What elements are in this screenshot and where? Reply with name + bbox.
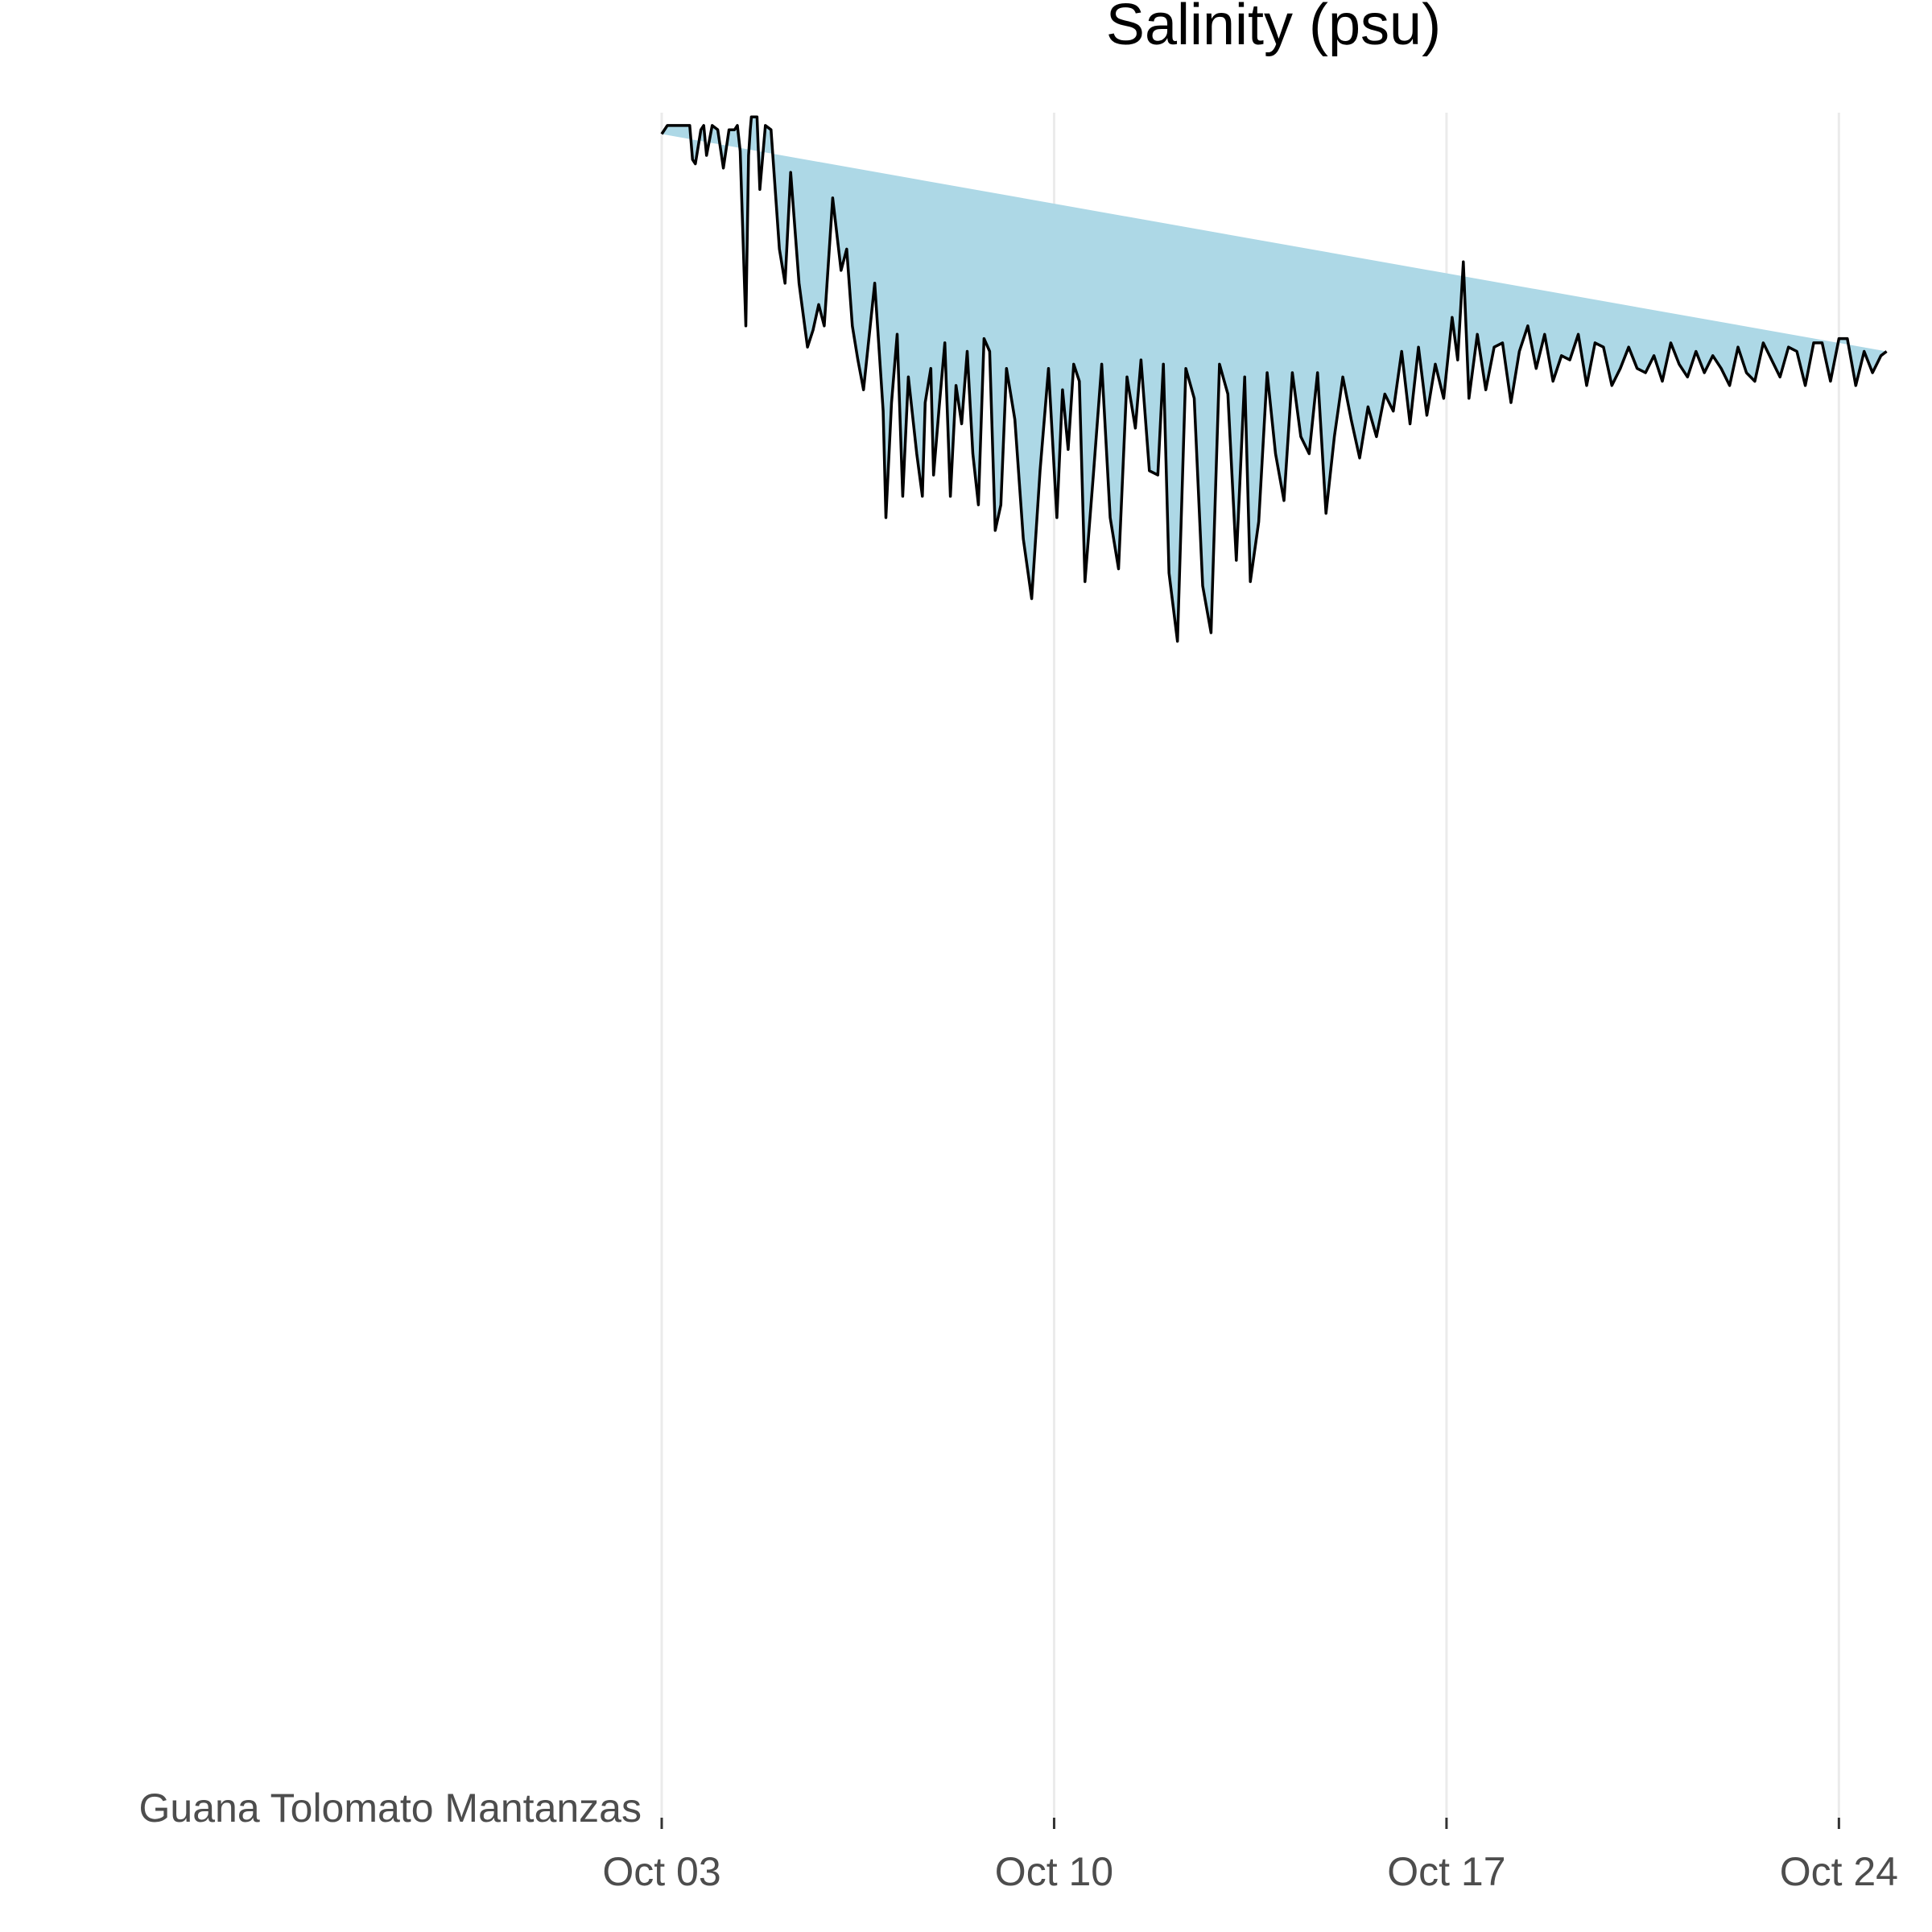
chart-title: Salinity (psu) bbox=[1106, 0, 1441, 57]
x-tick-label: Oct 17 bbox=[1387, 1849, 1505, 1894]
x-tick-label: Oct 03 bbox=[602, 1849, 720, 1894]
x-tick-label: Oct 24 bbox=[1780, 1849, 1898, 1894]
x-tick-label: Oct 10 bbox=[995, 1849, 1113, 1894]
salinity-line bbox=[660, 115, 1888, 643]
salinity-area bbox=[662, 117, 1887, 642]
x-axis: Oct 03 Oct 10 Oct 17 Oct 24 bbox=[602, 1818, 1898, 1894]
y-category-label: Guana Tolomato Mantanzas bbox=[139, 1785, 642, 1831]
